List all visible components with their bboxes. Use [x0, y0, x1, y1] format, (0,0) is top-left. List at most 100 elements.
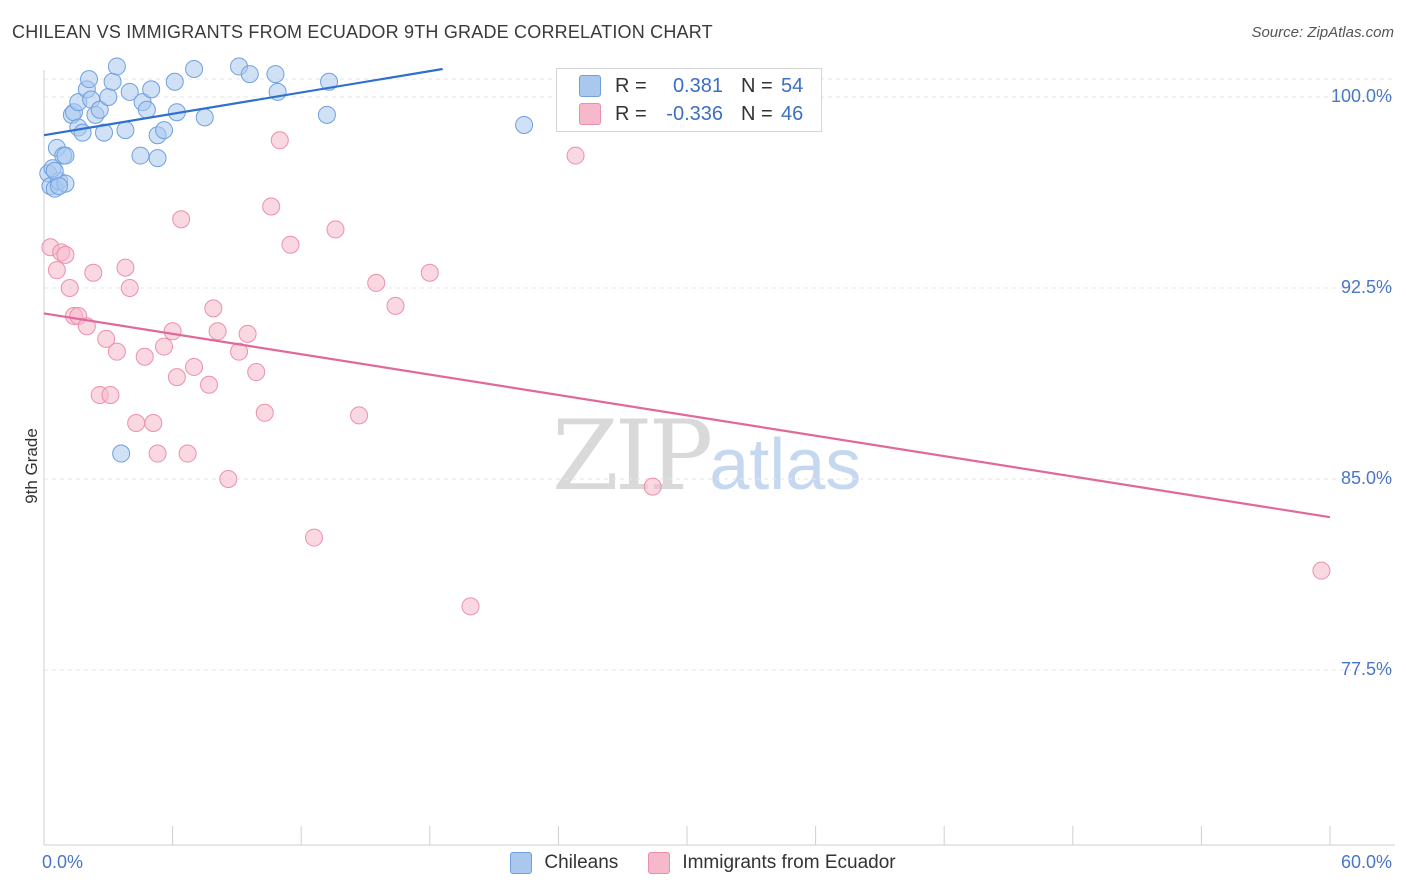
legend-n-value: 46	[781, 102, 804, 125]
point-ecuador	[116, 258, 135, 277]
legend-item-chileans: Chileans	[510, 852, 618, 874]
point-ecuador	[247, 363, 266, 382]
y-tick-label: 85.0%	[1340, 468, 1392, 488]
legend-label-ecuador: Immigrants from Ecuador	[682, 852, 896, 873]
point-ecuador	[84, 263, 103, 282]
trend-lines	[43, 67, 1331, 519]
trend-line-chileans	[43, 67, 443, 137]
legend-label-chileans: Chileans	[544, 852, 619, 873]
point-ecuador	[204, 299, 223, 318]
point-ecuador	[270, 131, 289, 150]
point-chileans	[99, 88, 118, 106]
y-tick-label: 100.0%	[1330, 86, 1392, 106]
point-chileans	[45, 161, 64, 180]
point-chileans	[90, 100, 109, 119]
legend-r-value: 0.381	[672, 74, 723, 97]
point-ecuador	[350, 406, 369, 425]
point-ecuador	[262, 197, 281, 216]
legend-r-value: -0.336	[666, 102, 723, 125]
legend-n-value: 54	[781, 74, 804, 97]
point-chileans	[56, 146, 75, 165]
y-axis-label: 9th Grade	[22, 428, 41, 504]
legend-swatch-chileans	[579, 75, 601, 97]
point-ecuador	[386, 296, 405, 315]
watermark-zip: ZIP	[552, 400, 713, 512]
correlation-legend: R = 0.381 N = 54 R = -0.336 N = 46	[556, 68, 822, 132]
point-chileans	[131, 146, 150, 165]
legend-item-ecuador: Immigrants from Ecuador	[648, 852, 896, 874]
point-chileans	[155, 121, 174, 140]
point-ecuador	[420, 263, 439, 282]
point-chileans	[317, 105, 336, 124]
point-ecuador	[219, 470, 238, 488]
point-chileans	[240, 65, 259, 84]
point-ecuador	[163, 322, 182, 341]
point-chileans	[515, 116, 534, 135]
x-tick-label-max: 60.0%	[1340, 852, 1392, 872]
grid-lines	[44, 78, 1395, 671]
point-ecuador	[155, 337, 174, 356]
point-ecuador	[107, 342, 126, 361]
point-chileans	[120, 82, 139, 101]
chart-title: CHILEAN VS IMMIGRANTS FROM ECUADOR 9TH G…	[12, 22, 713, 42]
point-chileans	[165, 72, 184, 91]
point-ecuador	[97, 329, 116, 348]
point-chileans	[142, 80, 161, 99]
trend-line-ecuador	[43, 312, 1331, 519]
point-ecuador	[135, 347, 154, 366]
point-chileans	[80, 70, 99, 89]
point-ecuador	[120, 279, 139, 297]
point-ecuador	[326, 220, 345, 239]
point-chileans	[266, 65, 285, 84]
point-ecuador	[461, 597, 480, 616]
point-ecuador	[238, 324, 257, 343]
data-points	[39, 57, 1331, 616]
point-chileans	[185, 59, 204, 78]
point-ecuador	[101, 385, 120, 404]
point-ecuador	[47, 261, 66, 280]
legend-row-ecuador: R = -0.336 N = 46	[579, 100, 803, 128]
legend-row-chileans: R = 0.381 N = 54	[579, 72, 803, 100]
point-chileans	[50, 177, 69, 196]
point-ecuador	[60, 279, 79, 297]
point-ecuador	[185, 357, 204, 376]
point-ecuador	[172, 210, 191, 229]
point-ecuador	[566, 146, 585, 165]
point-ecuador	[230, 342, 249, 361]
legend-r-label: R =	[615, 74, 647, 97]
point-chileans	[112, 444, 131, 463]
point-chileans	[320, 72, 339, 91]
point-ecuador	[178, 444, 197, 463]
point-ecuador	[281, 235, 300, 254]
point-chileans	[103, 72, 122, 91]
point-ecuador	[144, 413, 163, 432]
legend-r-label: R =	[615, 102, 647, 125]
point-ecuador	[255, 403, 274, 422]
y-tick-label: 77.5%	[1340, 659, 1392, 679]
legend-swatch-ecuador	[648, 852, 671, 874]
point-ecuador	[127, 413, 146, 432]
point-ecuador	[200, 375, 219, 394]
point-chileans	[195, 108, 214, 127]
x-tick-label-min: 0.0%	[42, 852, 84, 872]
y-tick-label: 92.5%	[1340, 277, 1392, 297]
point-ecuador	[208, 322, 227, 341]
point-chileans	[107, 57, 126, 76]
legend-swatch-chileans	[510, 852, 533, 874]
point-ecuador	[367, 273, 386, 292]
point-chileans	[137, 100, 156, 119]
point-ecuador	[1312, 561, 1331, 580]
point-ecuador	[643, 477, 662, 496]
point-chileans	[116, 121, 135, 140]
axes	[43, 70, 1395, 846]
legend-n-label: N =	[741, 74, 773, 97]
point-ecuador	[56, 245, 75, 264]
point-ecuador	[148, 444, 167, 463]
source-label: Source: ZipAtlas.com	[1251, 24, 1394, 41]
legend-n-label: N =	[741, 102, 773, 125]
point-ecuador	[305, 528, 324, 547]
series-legend: Chileans Immigrants from Ecuador	[0, 852, 1406, 874]
point-chileans	[148, 149, 167, 168]
legend-swatch-ecuador	[579, 103, 601, 125]
